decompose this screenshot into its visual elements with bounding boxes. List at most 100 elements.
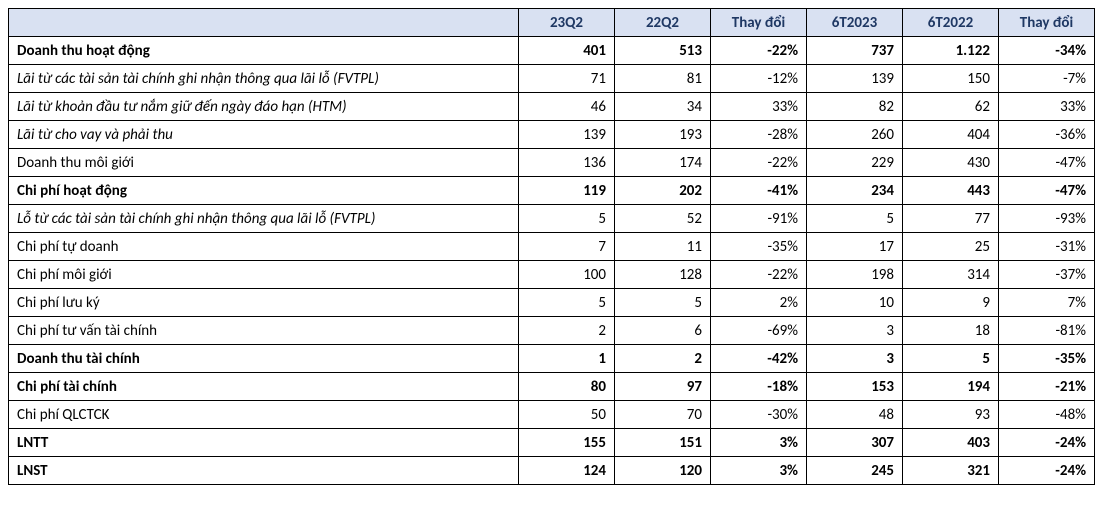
row-value: 193: [615, 121, 711, 149]
row-value: 5: [519, 205, 615, 233]
row-value: 5: [903, 345, 999, 373]
col-header-22q2: 22Q2: [615, 9, 711, 37]
col-header-6t2023: 6T2023: [807, 9, 903, 37]
row-value: -22%: [711, 261, 807, 289]
table-row: Lỗ từ các tài sản tài chính ghi nhận thô…: [9, 205, 1095, 233]
row-label: Chi phí tư vấn tài chính: [9, 317, 519, 345]
row-value: -7%: [999, 65, 1095, 93]
row-value: 150: [903, 65, 999, 93]
financial-table: 23Q2 22Q2 Thay đổi 6T2023 6T2022 Thay đổ…: [8, 8, 1095, 485]
row-label: LNST: [9, 457, 519, 485]
row-value: -35%: [999, 345, 1095, 373]
row-value: 11: [615, 233, 711, 261]
row-value: 3: [807, 345, 903, 373]
row-value: 194: [903, 373, 999, 401]
row-value: -36%: [999, 121, 1095, 149]
row-value: 100: [519, 261, 615, 289]
row-value: 25: [903, 233, 999, 261]
table-row: Lãi từ cho vay và phải thu139193-28%2604…: [9, 121, 1095, 149]
row-value: 128: [615, 261, 711, 289]
row-label: Chi phí lưu ký: [9, 289, 519, 317]
row-value: 321: [903, 457, 999, 485]
row-label: Doanh thu tài chính: [9, 345, 519, 373]
row-value: 2%: [711, 289, 807, 317]
row-value: -69%: [711, 317, 807, 345]
row-value: 5: [519, 289, 615, 317]
row-value: 2: [615, 345, 711, 373]
row-value: -91%: [711, 205, 807, 233]
row-value: 1: [519, 345, 615, 373]
row-value: 93: [903, 401, 999, 429]
row-value: 155: [519, 429, 615, 457]
row-value: 46: [519, 93, 615, 121]
row-value: -12%: [711, 65, 807, 93]
row-value: 34: [615, 93, 711, 121]
row-value: 50: [519, 401, 615, 429]
row-value: 234: [807, 177, 903, 205]
row-value: 401: [519, 37, 615, 65]
col-header-23q2: 23Q2: [519, 9, 615, 37]
row-value: 124: [519, 457, 615, 485]
table-body: Doanh thu hoạt động401513-22%7371.122-34…: [9, 37, 1095, 485]
table-row: Doanh thu tài chính12-42%35-35%: [9, 345, 1095, 373]
row-value: 77: [903, 205, 999, 233]
table-row: Lãi từ khoản đầu tư nắm giữ đến ngày đáo…: [9, 93, 1095, 121]
row-label: Chi phí tài chính: [9, 373, 519, 401]
row-value: -81%: [999, 317, 1095, 345]
row-value: 314: [903, 261, 999, 289]
row-value: 260: [807, 121, 903, 149]
row-value: 229: [807, 149, 903, 177]
table-row: Chi phí hoạt động119202-41%234443-47%: [9, 177, 1095, 205]
row-value: 7%: [999, 289, 1095, 317]
row-value: 119: [519, 177, 615, 205]
row-label: Lãi từ các tài sản tài chính ghi nhận th…: [9, 65, 519, 93]
row-value: 737: [807, 37, 903, 65]
row-value: -31%: [999, 233, 1095, 261]
row-value: 202: [615, 177, 711, 205]
row-label: Chi phí hoạt động: [9, 177, 519, 205]
row-value: 403: [903, 429, 999, 457]
row-value: -41%: [711, 177, 807, 205]
row-value: -24%: [999, 429, 1095, 457]
table-row: Chi phí tự doanh711-35%1725-31%: [9, 233, 1095, 261]
col-header-6t2022: 6T2022: [903, 9, 999, 37]
row-label: Chi phí tự doanh: [9, 233, 519, 261]
row-value: -22%: [711, 37, 807, 65]
row-value: -42%: [711, 345, 807, 373]
table-row: Lãi từ các tài sản tài chính ghi nhận th…: [9, 65, 1095, 93]
row-value: 1.122: [903, 37, 999, 65]
row-value: 48: [807, 401, 903, 429]
table-row: Chi phí tư vấn tài chính26-69%318-81%: [9, 317, 1095, 345]
row-value: 71: [519, 65, 615, 93]
row-value: 120: [615, 457, 711, 485]
table-row: LNST1241203%245321-24%: [9, 457, 1095, 485]
row-value: 2: [519, 317, 615, 345]
row-value: 82: [807, 93, 903, 121]
table-row: Chi phí tài chính8097-18%153194-21%: [9, 373, 1095, 401]
row-value: -35%: [711, 233, 807, 261]
row-value: 80: [519, 373, 615, 401]
row-value: -18%: [711, 373, 807, 401]
row-label: Lỗ từ các tài sản tài chính ghi nhận thô…: [9, 205, 519, 233]
row-value: 97: [615, 373, 711, 401]
row-value: 9: [903, 289, 999, 317]
row-value: 513: [615, 37, 711, 65]
row-value: 10: [807, 289, 903, 317]
table-row: Chi phí lưu ký552%1097%: [9, 289, 1095, 317]
row-value: 33%: [711, 93, 807, 121]
row-value: 307: [807, 429, 903, 457]
row-value: 404: [903, 121, 999, 149]
row-label: Doanh thu môi giới: [9, 149, 519, 177]
row-value: -48%: [999, 401, 1095, 429]
row-label: Chi phí QLCTCK: [9, 401, 519, 429]
col-header-change-h: Thay đổi: [999, 9, 1095, 37]
row-value: -28%: [711, 121, 807, 149]
table-row: Doanh thu hoạt động401513-22%7371.122-34…: [9, 37, 1095, 65]
table-row: Chi phí môi giới100128-22%198314-37%: [9, 261, 1095, 289]
row-value: 7: [519, 233, 615, 261]
row-label: Chi phí môi giới: [9, 261, 519, 289]
row-value: 62: [903, 93, 999, 121]
row-label: LNTT: [9, 429, 519, 457]
row-value: -34%: [999, 37, 1095, 65]
row-value: 139: [807, 65, 903, 93]
